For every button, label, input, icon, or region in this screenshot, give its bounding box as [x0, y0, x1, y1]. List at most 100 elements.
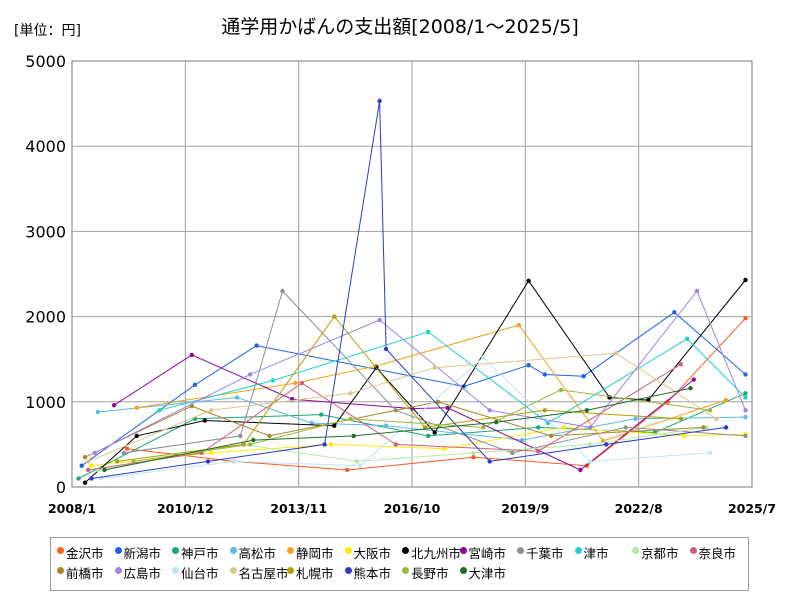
data-point	[581, 374, 586, 379]
data-point	[377, 98, 382, 104]
data-point	[536, 425, 541, 430]
data-point	[526, 278, 531, 283]
data-point	[121, 450, 127, 456]
data-point	[707, 450, 713, 456]
legend-label: 宮崎市	[468, 546, 507, 561]
x-tick-label: 2019/9	[501, 501, 549, 516]
legend-marker	[517, 547, 524, 554]
legend-marker	[402, 547, 409, 554]
data-point	[322, 442, 327, 447]
legend-label: 長野市	[411, 566, 449, 581]
data-point	[587, 459, 593, 464]
y-tick-label: 5000	[25, 52, 66, 71]
data-point	[487, 459, 492, 464]
legend-marker	[172, 567, 179, 574]
series-18	[89, 98, 729, 481]
data-point	[481, 425, 486, 430]
data-point	[562, 425, 567, 430]
data-point	[558, 387, 564, 393]
legend-label: 大津市	[468, 566, 507, 581]
data-point	[234, 395, 240, 400]
data-point	[494, 420, 499, 425]
data-point	[432, 430, 437, 435]
data-point	[678, 362, 683, 367]
x-tick-label: 2016/10	[384, 501, 441, 516]
data-point	[516, 322, 522, 328]
chart-title: 通学用かばんの支出額[2008/1～2025/5]	[221, 16, 579, 38]
data-point	[701, 425, 706, 430]
data-point	[332, 314, 337, 319]
x-tick-label: 2025/7	[728, 501, 776, 516]
data-point	[623, 425, 628, 430]
legend-marker	[57, 567, 64, 574]
legend-label: 名古屋市	[238, 566, 289, 581]
data-point	[377, 317, 382, 323]
data-point	[604, 442, 609, 447]
data-point	[251, 437, 256, 443]
data-point	[293, 380, 298, 386]
legend-marker	[574, 547, 582, 554]
series-6	[89, 425, 748, 468]
data-point	[481, 355, 486, 360]
data-point	[471, 450, 476, 456]
data-point	[79, 463, 84, 468]
series-4	[95, 395, 748, 443]
legend-marker	[402, 567, 409, 574]
data-point	[536, 449, 541, 454]
data-point	[134, 405, 139, 410]
y-tick-label: 1000	[25, 393, 66, 412]
series-line	[101, 356, 710, 479]
series-19	[131, 387, 713, 464]
data-point	[672, 310, 677, 315]
data-point	[319, 412, 324, 417]
unit-label: [単位：円]	[14, 23, 81, 39]
data-point	[309, 420, 314, 426]
data-point	[471, 455, 476, 460]
data-point	[542, 372, 547, 377]
data-point	[445, 405, 450, 410]
data-point	[189, 352, 194, 358]
legend-label: 札幌市	[296, 566, 334, 581]
data-point	[526, 363, 531, 368]
data-point	[95, 409, 101, 415]
data-point	[86, 467, 91, 473]
data-point	[115, 459, 120, 464]
y-tick-label: 0	[56, 478, 66, 497]
data-point	[383, 346, 389, 352]
data-point	[743, 395, 748, 400]
data-point	[688, 386, 693, 391]
data-point	[542, 408, 547, 413]
data-point	[254, 343, 259, 348]
data-point	[707, 408, 713, 413]
series-12	[86, 362, 683, 473]
data-point	[328, 442, 334, 447]
data-point	[231, 459, 237, 464]
data-point	[157, 408, 162, 413]
series-line	[136, 324, 727, 442]
legend-label: 千葉市	[526, 546, 564, 561]
data-point	[442, 446, 447, 451]
legend-label: 京都市	[641, 546, 679, 561]
data-point	[487, 408, 492, 413]
data-point	[613, 351, 619, 356]
data-point	[743, 391, 748, 396]
data-point	[102, 467, 107, 473]
data-point	[270, 378, 275, 383]
legend-marker	[689, 547, 697, 554]
data-point	[549, 433, 554, 439]
data-point	[111, 403, 117, 408]
x-tick-label: 2010/12	[157, 501, 214, 516]
data-point	[704, 425, 709, 430]
data-point	[678, 416, 683, 421]
legend-label: 仙台市	[181, 566, 219, 581]
data-point	[584, 463, 590, 468]
data-point	[694, 288, 700, 294]
data-point	[685, 336, 690, 341]
data-point	[247, 372, 253, 377]
data-point	[205, 459, 211, 464]
legend-marker	[114, 567, 122, 574]
x-tick-label: 2022/8	[615, 501, 663, 516]
data-point	[743, 316, 748, 321]
data-point	[348, 391, 353, 396]
series-16	[86, 351, 719, 464]
